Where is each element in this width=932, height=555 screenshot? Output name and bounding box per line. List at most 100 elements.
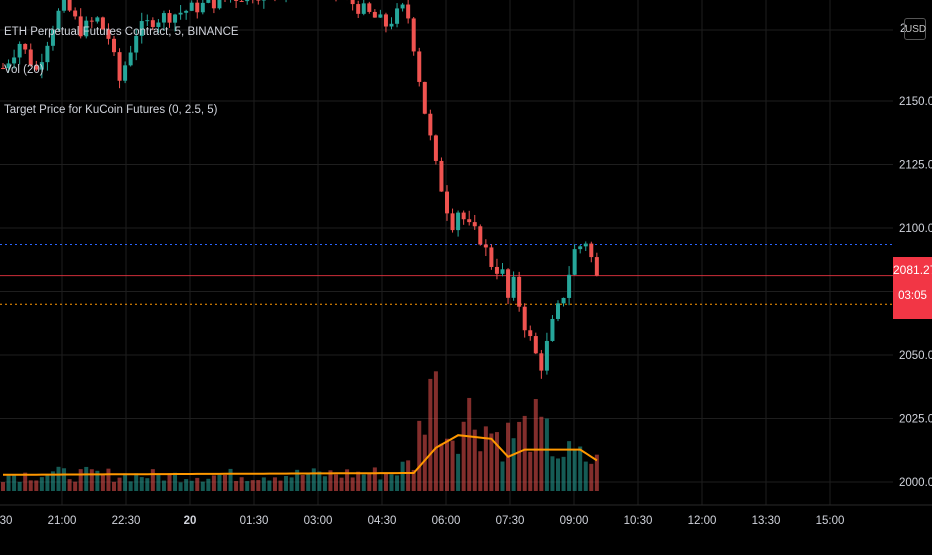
- candle-up: [511, 276, 516, 298]
- candle-up: [145, 20, 150, 22]
- volume-bar: [361, 474, 366, 491]
- volume-bars: [1, 371, 599, 491]
- candle-down: [478, 226, 483, 245]
- volume-bar: [123, 473, 128, 491]
- candle-down: [350, 0, 355, 5]
- currency-button[interactable]: USD: [904, 18, 926, 40]
- volume-bar: [328, 470, 333, 491]
- volume-bar: [578, 446, 583, 491]
- candle-up: [6, 63, 11, 69]
- candle-down: [234, 0, 239, 1]
- volume-bar: [34, 480, 39, 491]
- candle-up: [261, 0, 266, 1]
- candle-down: [539, 353, 544, 371]
- volume-bar: [84, 466, 89, 491]
- volume-bar: [372, 467, 377, 491]
- candle-up: [95, 17, 100, 22]
- indicator-legend[interactable]: Target Price for KuCoin Futures (0, 2.5,…: [4, 104, 218, 116]
- candle-down: [34, 65, 39, 70]
- volume-bar: [117, 477, 122, 491]
- time-tick-label: 07:30: [496, 515, 525, 527]
- time-tick-label: 06:00: [432, 515, 461, 527]
- volume-bar: [134, 473, 139, 491]
- volume-bar: [112, 481, 116, 491]
- volume-bar: [250, 480, 255, 491]
- volume-bar: [200, 481, 205, 491]
- candle-up: [62, 0, 67, 11]
- grid-lines: [0, 0, 893, 505]
- volume-bar: [467, 397, 472, 491]
- volume-bar: [73, 481, 78, 491]
- volume-bar: [128, 481, 133, 491]
- volume-bar: [234, 481, 239, 491]
- volume-bar: [1, 482, 5, 491]
- volume-bar: [400, 461, 405, 491]
- candle-up: [134, 35, 139, 53]
- symbol-legend[interactable]: ETH Perpetual Futures Contract, 5, BINAN…: [4, 26, 239, 38]
- candle-up: [39, 62, 44, 70]
- candle-up: [500, 269, 505, 274]
- volume-bar: [267, 480, 272, 491]
- candle-down: [117, 52, 122, 81]
- candle-up: [217, 0, 222, 9]
- volume-bar: [461, 421, 466, 491]
- time-axis[interactable]: 19:30 21:00 22:30 20 01:30 03:00 04:30 06:00 07:…: [0, 504, 932, 527]
- candle-up: [189, 2, 194, 11]
- volume-bar: [295, 469, 300, 491]
- volume-bar: [78, 469, 83, 491]
- volume-bar: [483, 426, 488, 491]
- volume-bar: [378, 479, 383, 491]
- candle-up: [156, 22, 161, 27]
- candle-down: [1, 67, 5, 69]
- candle-down: [100, 17, 105, 30]
- volume-bar: [433, 371, 438, 491]
- candle-up: [173, 14, 178, 23]
- price-axis[interactable]: 2000.002025.002050.002075.002100.002125.…: [893, 0, 932, 505]
- candle-down: [367, 3, 372, 12]
- volume-bar: [472, 429, 477, 491]
- volume-bar: [334, 474, 338, 491]
- candle-down: [67, 0, 72, 11]
- volume-bar: [517, 421, 522, 491]
- candle-up: [206, 0, 211, 3]
- volume-legend[interactable]: Vol (20): [4, 64, 44, 76]
- volume-bar: [395, 475, 400, 491]
- volume-bar: [150, 469, 155, 491]
- volume-bar: [478, 451, 483, 491]
- candle-up: [17, 43, 22, 58]
- volume-bar: [95, 470, 100, 491]
- volume-bar: [556, 458, 560, 491]
- candle-up: [389, 23, 394, 27]
- volume-bar: [39, 477, 44, 491]
- candle-down: [417, 51, 422, 82]
- volume-bar: [567, 441, 572, 491]
- candle-up: [56, 10, 61, 30]
- volume-bar: [145, 478, 150, 491]
- candle-up: [556, 303, 560, 319]
- volume-bar: [383, 473, 388, 491]
- volume-bar: [28, 480, 33, 491]
- volume-bar: [594, 454, 599, 491]
- candle-down: [461, 212, 466, 220]
- candle-up: [583, 243, 588, 247]
- candle-up: [84, 20, 89, 37]
- price-tick-label: 2050.00: [899, 350, 932, 362]
- candle-up: [544, 340, 549, 371]
- volume-bar: [345, 469, 350, 491]
- volume-bar: [367, 473, 372, 491]
- volume-bar: [411, 469, 416, 491]
- volume-bar: [494, 432, 499, 491]
- candle-down: [506, 269, 511, 298]
- price-axis-bg: [893, 0, 932, 505]
- candle-up: [456, 212, 461, 231]
- candle-up: [161, 13, 166, 23]
- volume-bar: [284, 475, 289, 491]
- last-price-tag: 2081.27 03:05: [893, 257, 932, 319]
- bar-countdown: 03:05: [898, 290, 927, 302]
- time-tick-label: 01:30: [240, 515, 269, 527]
- volume-bar: [311, 468, 316, 491]
- volume-bar: [17, 481, 22, 491]
- candle-down: [450, 213, 455, 231]
